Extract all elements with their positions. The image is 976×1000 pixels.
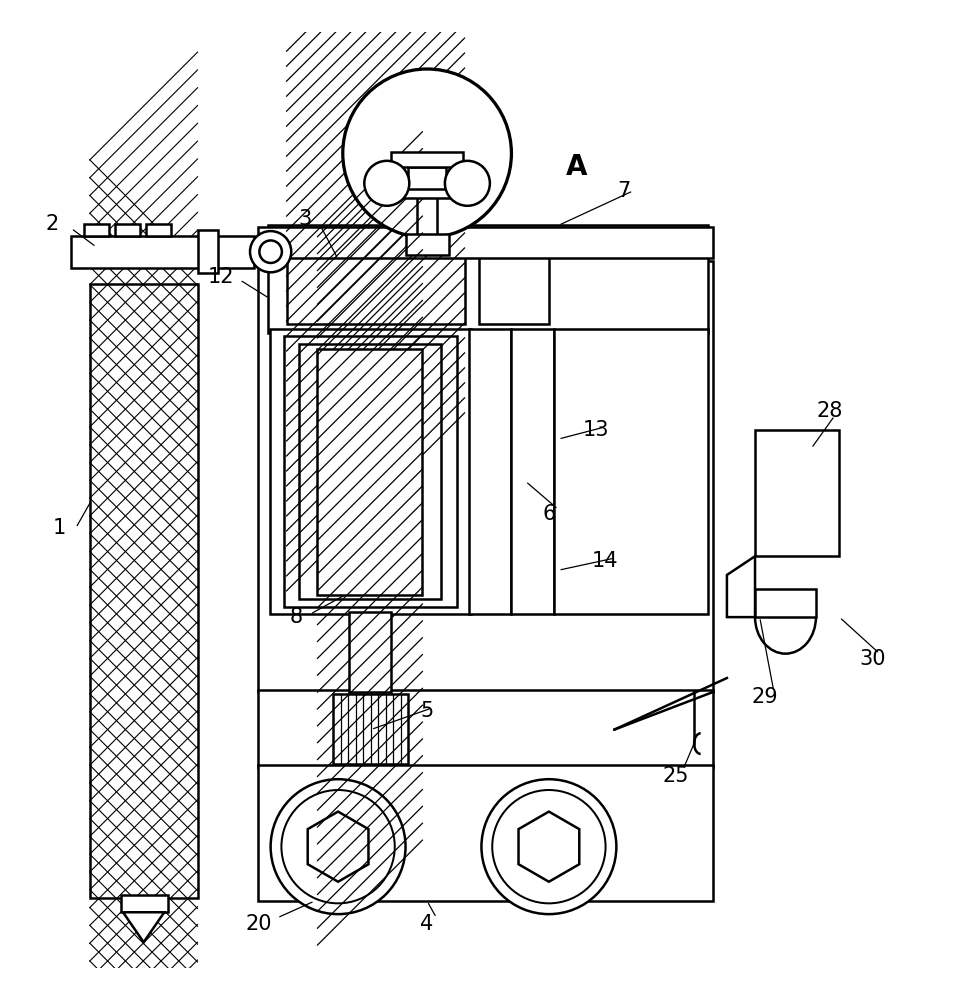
Bar <box>121 895 168 912</box>
Text: 2: 2 <box>46 214 59 234</box>
Text: A: A <box>566 153 588 181</box>
Circle shape <box>250 231 291 272</box>
Circle shape <box>492 790 605 903</box>
Bar <box>259 227 712 258</box>
Bar <box>469 329 511 614</box>
Text: 3: 3 <box>299 209 312 229</box>
Text: 14: 14 <box>591 551 619 571</box>
Text: 6: 6 <box>543 504 555 524</box>
Circle shape <box>364 161 409 206</box>
Text: 12: 12 <box>208 267 234 287</box>
Bar <box>755 589 816 617</box>
Text: 25: 25 <box>662 766 689 786</box>
Text: 7: 7 <box>617 181 630 201</box>
Bar <box>299 344 441 599</box>
Bar <box>406 234 449 255</box>
Polygon shape <box>518 812 580 882</box>
Bar <box>287 235 465 324</box>
Text: 8: 8 <box>289 607 303 627</box>
Bar <box>408 167 446 191</box>
Bar <box>269 329 471 614</box>
Text: 4: 4 <box>421 914 433 934</box>
Bar <box>84 224 109 236</box>
Bar <box>145 224 171 236</box>
Bar <box>401 189 453 198</box>
Bar <box>317 349 423 595</box>
Text: 1: 1 <box>53 518 66 538</box>
Bar <box>553 329 709 614</box>
Text: 30: 30 <box>859 649 885 669</box>
Bar <box>259 261 712 692</box>
Bar <box>71 236 254 268</box>
Text: 13: 13 <box>583 420 609 440</box>
Bar <box>259 690 712 768</box>
Bar <box>197 230 219 273</box>
Bar <box>114 224 140 236</box>
Bar <box>259 765 712 901</box>
Circle shape <box>481 779 617 914</box>
Bar <box>755 430 839 556</box>
Circle shape <box>270 779 406 914</box>
Bar <box>511 329 553 614</box>
Circle shape <box>260 240 282 263</box>
Circle shape <box>445 161 490 206</box>
Bar <box>478 235 549 324</box>
Circle shape <box>281 790 394 903</box>
Bar <box>349 612 390 692</box>
Text: 29: 29 <box>752 687 778 707</box>
Polygon shape <box>727 556 755 617</box>
Bar <box>417 186 437 238</box>
Bar <box>334 694 408 764</box>
Bar <box>391 152 463 167</box>
Polygon shape <box>307 812 369 882</box>
Bar <box>267 225 709 333</box>
Text: 28: 28 <box>817 401 843 421</box>
Text: 5: 5 <box>421 701 433 721</box>
Text: 20: 20 <box>245 914 271 934</box>
Polygon shape <box>123 912 164 942</box>
Bar <box>284 336 457 607</box>
Circle shape <box>343 69 511 238</box>
Bar <box>90 284 197 898</box>
